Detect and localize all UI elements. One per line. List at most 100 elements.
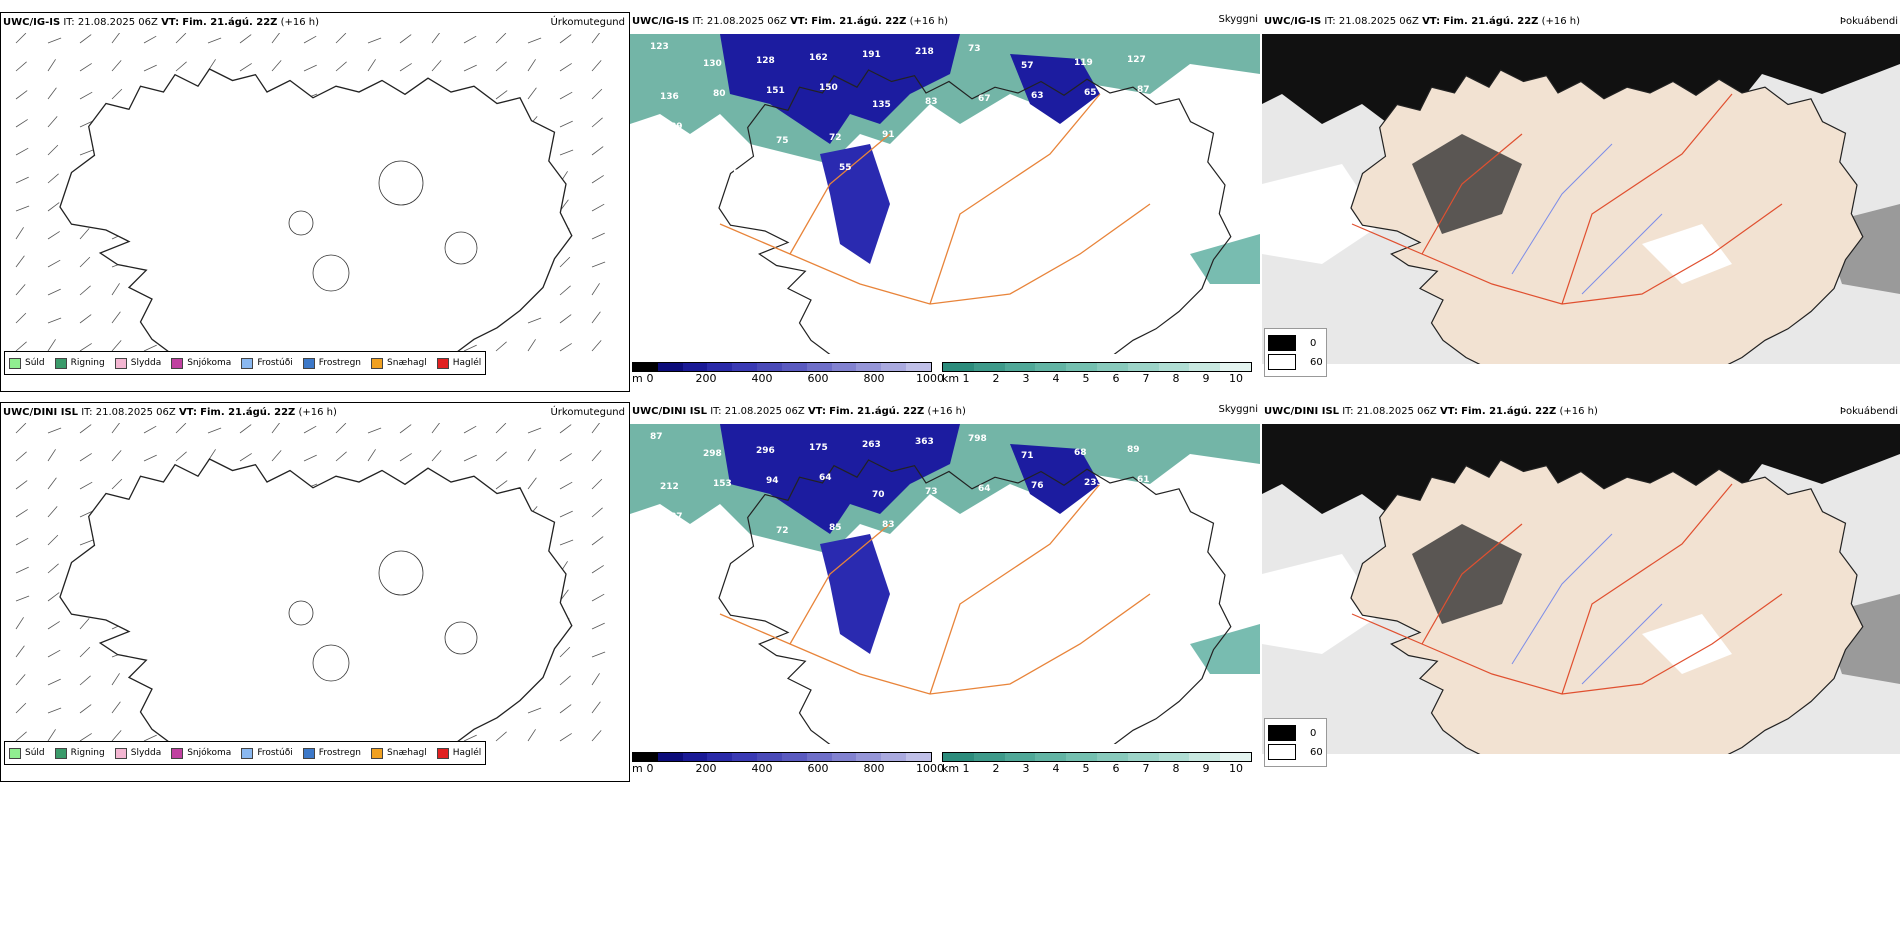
visibility-colorbar: km 1 2 3 4 5 6 7 8 9 10 (942, 362, 1252, 385)
colorbar-cell (1035, 753, 1067, 761)
wind-barb (559, 646, 571, 658)
wind-barb (47, 729, 56, 742)
cloudbase-label: 61 (1137, 475, 1150, 485)
wind-barb (15, 645, 25, 658)
wind-barb (527, 87, 537, 100)
legend-label: Snjókoma (187, 358, 232, 368)
fog-dense-area (1412, 524, 1522, 624)
fog-map (1262, 424, 1900, 754)
wind-barb (239, 63, 252, 72)
it-value: 21.08.2025 06Z (95, 407, 176, 418)
colorbar-tick: 600 (807, 372, 829, 385)
precip-legend-item: Frostúði (241, 747, 293, 759)
fog-index-panel: UWC/IG-IS IT: 21.08.2025 06Z VT: Fim. 21… (1262, 12, 1900, 392)
wind-barb (175, 33, 187, 44)
wind-barb (207, 427, 222, 434)
wind-barb (431, 450, 442, 462)
wind-barb (463, 454, 477, 462)
wind-barb (399, 453, 412, 462)
wind-barb (79, 618, 90, 630)
wind-barb (79, 510, 93, 518)
wind-barb (559, 733, 572, 742)
cloudbase-label: 212 (660, 482, 679, 492)
legend-swatch (114, 747, 127, 759)
lead-time: (+16 h) (1541, 16, 1581, 27)
precip-type-panel: UWC/DINI ISL IT: 21.08.2025 06Z VT: Fim.… (0, 402, 630, 782)
wind-barb (79, 646, 91, 658)
panel-title: Úrkomutegund (550, 17, 625, 28)
fog-swatch (1268, 354, 1296, 370)
wind-barb (463, 425, 477, 434)
colorbar-tick: 2 (992, 762, 1000, 775)
fog-swatch (1268, 725, 1296, 741)
colorbar-cell (973, 363, 1005, 371)
iceland-coastline (718, 459, 1232, 744)
cloudbase-label: 98 (1041, 531, 1054, 541)
wind-barb (79, 285, 91, 296)
cloudbase-label: 77 (1041, 141, 1054, 151)
cloudbase-label: 162 (809, 53, 828, 63)
panel-title: Skyggni (1218, 14, 1258, 25)
colorbar-tick: 200 (695, 372, 717, 385)
wind-barb (15, 702, 27, 714)
wind-barb (303, 454, 317, 462)
wind-barb (111, 673, 120, 686)
colorbar-cell (881, 363, 907, 371)
wind-barb (367, 37, 382, 44)
vt-value: Fim. 21.ágú. 22Z (182, 17, 278, 28)
wind-barb (79, 539, 94, 546)
it-value: 21.08.2025 06Z (706, 16, 787, 27)
it-label: IT: (710, 406, 722, 417)
cloudbase-label: 263 (862, 440, 881, 450)
panel-title: Úrkomutegund (550, 407, 625, 418)
cloudbase-area (720, 424, 960, 534)
wind-barb (79, 675, 91, 686)
fog-label: 0 (1310, 727, 1317, 739)
wind-barb (143, 425, 157, 434)
wind-barb (591, 536, 604, 546)
cloudbase-label: 123 (650, 42, 669, 52)
wind-barb (271, 60, 282, 72)
wind-barb (15, 617, 24, 630)
panel-header: UWC/IG-IS IT: 21.08.2025 06Z VT: Fim. 21… (632, 16, 948, 27)
wind-barb (79, 256, 91, 268)
wind-barb (175, 423, 187, 434)
river-network (1511, 143, 1663, 295)
colorbar-cell (856, 753, 882, 761)
colorbar-tick: 10 (1229, 372, 1243, 385)
wind-barb (367, 59, 376, 72)
glacier-outline (312, 644, 350, 682)
wind-barb (591, 673, 600, 686)
wind-barb (15, 480, 28, 490)
it-value: 21.08.2025 06Z (1356, 406, 1437, 417)
colorbar-tick: 4 (1052, 372, 1060, 385)
colorbar-tick: 5 (1082, 372, 1090, 385)
legend-swatch (114, 357, 127, 369)
wind-barb (79, 704, 92, 714)
wind-barb (559, 91, 573, 100)
cloudbase-label: 153 (713, 479, 732, 489)
wind-barb (47, 202, 60, 212)
wind-barb (367, 427, 382, 434)
panel-header: UWC/IG-IS IT: 21.08.2025 06Z VT: Fim. 21… (1264, 16, 1580, 27)
wind-barb (47, 37, 62, 44)
wind-barb (47, 427, 62, 434)
colorbar-strip (942, 362, 1252, 372)
colorbar-ticks: 1 2 3 4 5 6 7 8 9 10 (942, 762, 1252, 776)
precip-legend-item: Súld (9, 747, 45, 759)
wind-barb (79, 424, 92, 434)
colorbar-tick: 1000 (916, 762, 944, 775)
wind-barb (15, 284, 26, 296)
colorbar-tick: 7 (1142, 372, 1150, 385)
it-label: IT: (1324, 16, 1336, 27)
visibility-area (1190, 624, 1260, 674)
wind-barb (47, 678, 61, 686)
wind-barb (15, 61, 27, 72)
cloudbase-label: 298 (703, 449, 722, 459)
glacier-outline (378, 550, 424, 596)
legend-swatch (171, 357, 184, 369)
wind-barb (47, 231, 60, 240)
wind-barb (591, 232, 605, 240)
colorbar-cell (856, 363, 882, 371)
model-name: UWC/IG-IS (3, 17, 61, 28)
